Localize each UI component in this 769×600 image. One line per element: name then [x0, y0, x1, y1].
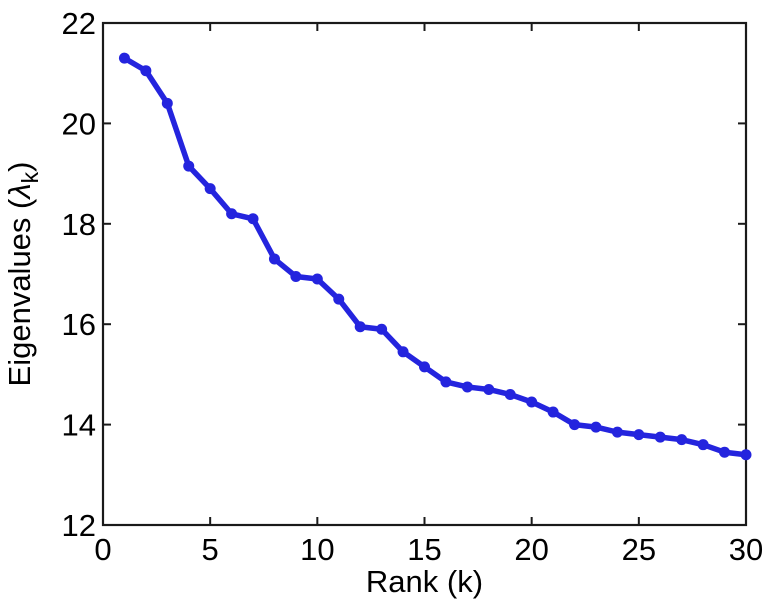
data-point: [440, 376, 452, 388]
data-point: [547, 406, 559, 418]
data-series: [118, 52, 752, 461]
x-tick-label: 10: [300, 532, 334, 567]
x-tick-label: 30: [729, 532, 763, 567]
data-point: [740, 449, 752, 461]
data-point: [590, 421, 602, 433]
data-point: [654, 431, 666, 443]
x-tick-label: 25: [622, 532, 656, 567]
data-point: [419, 361, 430, 373]
data-point: [397, 346, 409, 358]
x-axis-label: Rank (k): [366, 564, 483, 599]
data-point: [183, 160, 195, 172]
data-point: [697, 439, 709, 451]
x-tick-label: 20: [514, 532, 548, 567]
y-ticks: [103, 22, 746, 526]
y-tick-label: 16: [62, 307, 96, 342]
y-tick-label: 22: [62, 6, 96, 41]
x-tick-label: 0: [94, 532, 111, 567]
data-point: [483, 383, 495, 395]
data-point: [268, 253, 280, 265]
data-point: [633, 429, 645, 441]
data-point: [569, 419, 581, 431]
x-ticks: [102, 23, 747, 525]
y-tick-label: 12: [62, 508, 96, 543]
y-tick-label: 14: [62, 408, 96, 443]
y-axis-label: Eigenvalues (λk): [2, 162, 43, 387]
y-tick-label: 18: [62, 207, 96, 242]
data-point: [354, 321, 366, 333]
series-line: [121, 55, 749, 458]
data-point: [290, 271, 302, 283]
data-point: [247, 213, 259, 225]
y-tick-label: 20: [62, 106, 96, 141]
x-tick-label: 5: [202, 532, 219, 567]
data-point: [118, 52, 130, 64]
data-point: [526, 396, 538, 408]
y-tick-labels: 12 14 16 18 20 22: [62, 6, 96, 543]
x-tick-label: 15: [407, 532, 441, 567]
data-point: [461, 381, 473, 393]
plot-frame: [101, 21, 748, 527]
x-tick-labels: 0 5 10 15 20 25 30: [94, 532, 763, 567]
data-point: [376, 323, 388, 335]
data-point: [161, 97, 173, 109]
data-point: [226, 208, 238, 220]
data-point: [140, 65, 152, 77]
data-point: [719, 446, 731, 458]
data-point: [611, 426, 623, 438]
data-point: [676, 434, 688, 446]
data-point: [504, 388, 516, 400]
data-point: [204, 183, 216, 195]
data-point: [311, 273, 323, 285]
data-point: [333, 293, 345, 305]
